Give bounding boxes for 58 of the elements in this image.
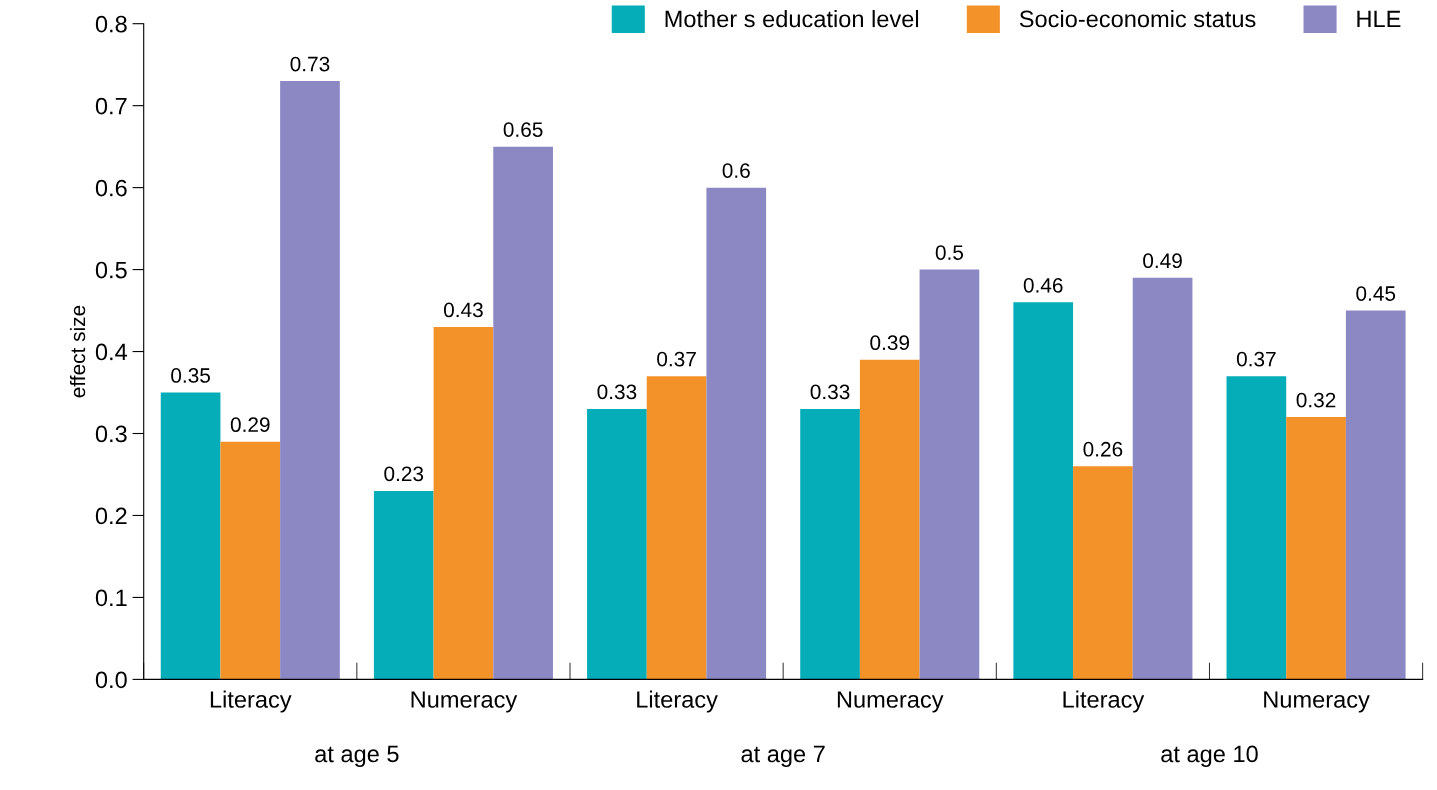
y-tick-label: 0.4: [95, 343, 128, 361]
y-tick-label: 0.7: [95, 97, 127, 115]
x-tick-label: Literacy: [637, 690, 718, 713]
x-tick-label: Numeracy: [837, 691, 944, 713]
bar: [919, 269, 980, 680]
data-label: 0.65: [503, 122, 543, 137]
x-tick-label: Numeracy: [1264, 691, 1370, 713]
data-label: 0.39: [870, 335, 910, 351]
x-tick-label: Literacy: [210, 690, 292, 713]
bar: [160, 392, 221, 680]
y-tick-label: 0.6: [95, 179, 127, 197]
x-tick-label: Numeracy: [411, 691, 518, 713]
legend-label: Mother s education level: [665, 9, 919, 28]
text: at age 5: [315, 745, 399, 767]
bar: [706, 187, 767, 680]
bar: [433, 326, 494, 680]
data-label: 0.45: [1356, 286, 1396, 301]
data-label: 0.26: [1083, 441, 1123, 457]
data-label: 0.32: [1296, 392, 1336, 408]
data-label: 0.29: [230, 417, 270, 433]
bar: [280, 81, 340, 680]
bar: [373, 490, 434, 680]
data-label: 0.49: [1143, 253, 1182, 269]
y-tick-label: 0.8: [95, 15, 127, 33]
bar: [1132, 277, 1193, 680]
data-label: 0.73: [290, 56, 330, 72]
bar: [1286, 417, 1346, 680]
data-label: 0.5: [935, 245, 964, 260]
data-label: 0.37: [657, 351, 696, 367]
bar: [859, 359, 920, 680]
bar: [1073, 466, 1133, 680]
y-tick-label: 0.1: [95, 589, 127, 607]
bar: [220, 441, 281, 680]
bar: [800, 408, 860, 680]
data-label: 0.43: [443, 302, 483, 318]
data-label: 0.33: [810, 384, 850, 400]
legend-label: HLE: [1357, 10, 1401, 28]
bar: [1226, 376, 1287, 680]
data-label: 0.33: [597, 384, 637, 400]
text: at age 7: [741, 745, 825, 767]
text: at age 10: [1161, 745, 1258, 767]
bar: [587, 408, 647, 680]
bar: [646, 376, 707, 680]
data-label: 0.23: [384, 466, 424, 482]
data-label: 0.6: [722, 163, 750, 178]
y-axis-title: effect size: [69, 305, 86, 398]
y-tick-label: 0.5: [95, 261, 127, 279]
bar: [493, 146, 553, 680]
data-label: 0.37: [1236, 351, 1276, 367]
y-tick-label: 0.2: [95, 507, 127, 525]
x-tick-label: Literacy: [1063, 690, 1145, 713]
y-tick-label: 0.3: [95, 425, 127, 443]
bar: [1345, 310, 1406, 680]
legend-label: Socio-economic status: [1019, 9, 1256, 28]
y-tick-label: 0.0: [95, 671, 127, 689]
data-label: 0.35: [171, 368, 210, 383]
data-label: 0.46: [1023, 277, 1063, 293]
bar: [1013, 302, 1074, 680]
